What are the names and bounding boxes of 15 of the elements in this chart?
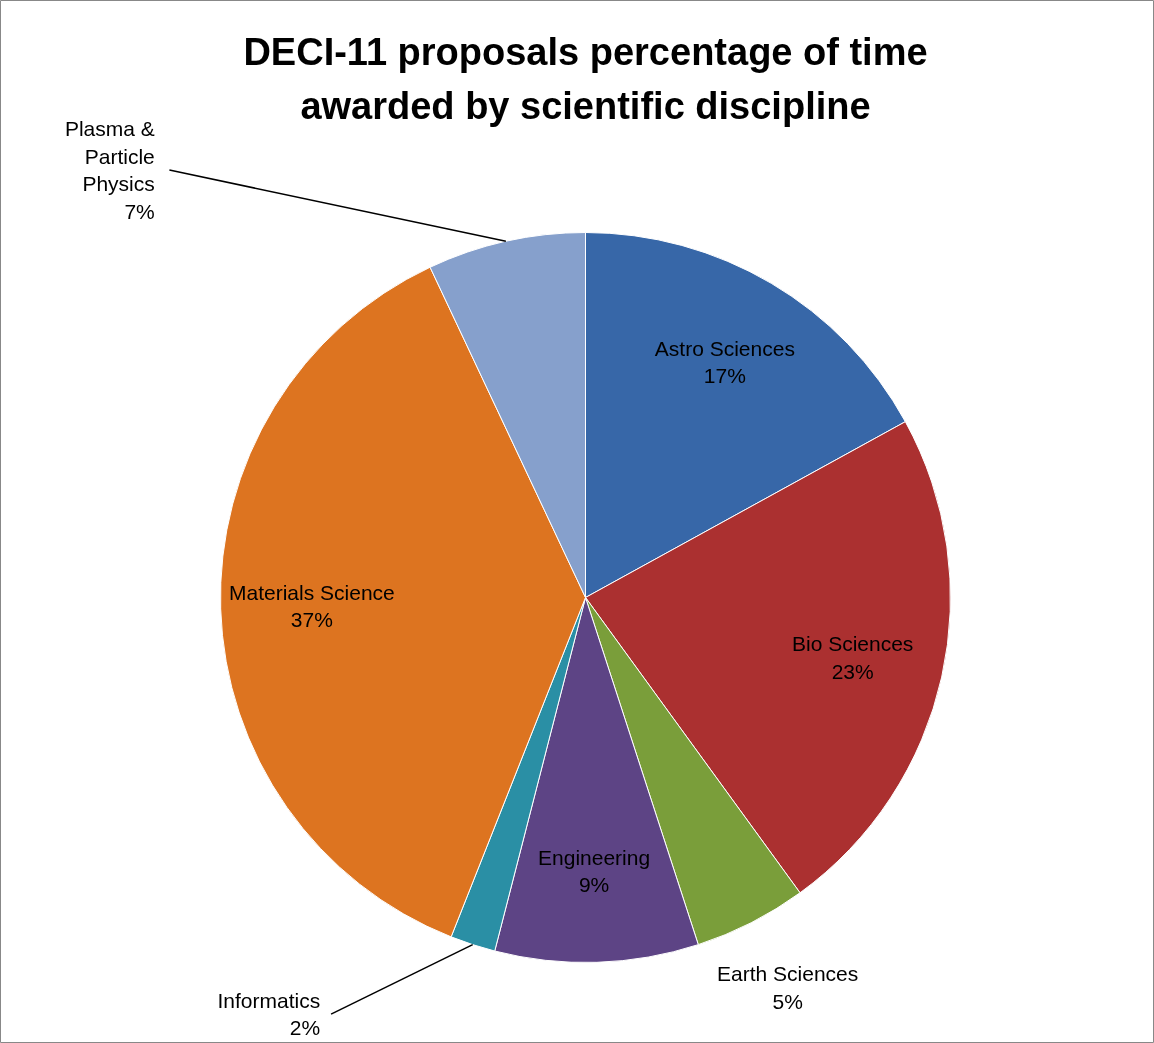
slice-label: Astro Sciences [654, 336, 795, 360]
data-label: 7% [124, 199, 155, 223]
slice-label: Earth Sciences [717, 962, 859, 986]
data-label: 17% [703, 364, 746, 388]
slice-label: Informatics [217, 988, 321, 1012]
data-label: 23% [831, 659, 874, 683]
data-label: 2% [289, 1016, 321, 1040]
chart-title: DECI-11 proposals percentage of time awarded by scientific discipline [243, 30, 928, 128]
slice-label: Plasma & Particle Physics [64, 117, 155, 196]
data-label: 37% [290, 608, 333, 632]
slice-label: Engineering [538, 845, 651, 869]
slice-label: Materials Science [229, 580, 395, 604]
data-label: 9% [578, 873, 610, 897]
data-label: 5% [772, 990, 803, 1014]
slice-label: Bio Sciences [791, 631, 914, 655]
